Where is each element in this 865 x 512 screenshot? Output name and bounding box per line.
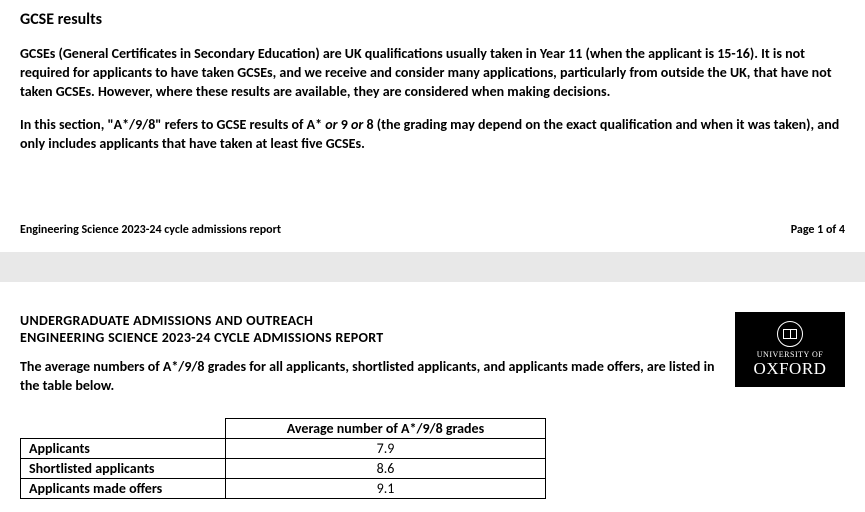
paragraph-2: In this section, "A*/9/8" refers to GCSE… — [20, 116, 845, 154]
table-row: Applicants made offers 9.1 — [21, 479, 546, 499]
footer-left: Engineering Science 2023-24 cycle admiss… — [20, 223, 281, 237]
para2-part1: In this section, "A*/9/8" refers to GCSE… — [20, 116, 325, 133]
page-gap — [0, 252, 865, 282]
para2-or1: or — [325, 116, 337, 133]
para2-part2: 9 — [338, 116, 351, 133]
department-title: UNDERGRADUATE ADMISSIONS AND OUTREACH — [20, 312, 725, 329]
row-value: 8.6 — [226, 459, 546, 479]
table-header: Average number of A*/9/8 grades — [226, 419, 546, 439]
report-title: ENGINEERING SCIENCE 2023-24 CYCLE ADMISS… — [20, 329, 725, 346]
grades-table: Average number of A*/9/8 grades Applican… — [20, 418, 546, 499]
row-value: 9.1 — [226, 479, 546, 499]
page-2: UNDERGRADUATE ADMISSIONS AND OUTREACH EN… — [0, 282, 865, 509]
table-header-row: Average number of A*/9/8 grades — [21, 419, 546, 439]
logo-line1: UNIVERSITY OF — [757, 350, 823, 359]
page-1: GCSE results GCSEs (General Certificates… — [0, 0, 865, 252]
page-2-text-block: UNDERGRADUATE ADMISSIONS AND OUTREACH EN… — [20, 312, 735, 396]
logo-line2: OXFORD — [754, 359, 827, 379]
section-heading: GCSE results — [20, 10, 845, 29]
table-row: Shortlisted applicants 8.6 — [21, 459, 546, 479]
intro-paragraph: The average numbers of A*/9/8 grades for… — [20, 358, 725, 396]
row-label: Shortlisted applicants — [21, 459, 226, 479]
row-value: 7.9 — [226, 439, 546, 459]
paragraph-1: GCSEs (General Certificates in Secondary… — [20, 45, 845, 102]
row-label: Applicants — [21, 439, 226, 459]
page-footer: Engineering Science 2023-24 cycle admiss… — [20, 223, 845, 237]
crest-icon — [777, 321, 803, 347]
table-row: Applicants 7.9 — [21, 439, 546, 459]
row-label: Applicants made offers — [21, 479, 226, 499]
oxford-logo: UNIVERSITY OF OXFORD — [735, 312, 845, 387]
table-empty-header — [21, 419, 226, 439]
footer-right: Page 1 of 4 — [791, 223, 845, 237]
para2-or2: or — [351, 116, 363, 133]
page-2-header: UNDERGRADUATE ADMISSIONS AND OUTREACH EN… — [20, 312, 845, 396]
